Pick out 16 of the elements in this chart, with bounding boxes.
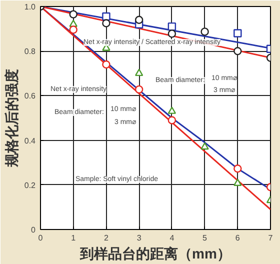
y-axis-title: 规格化后的强度 <box>3 69 20 168</box>
y-tick-label: 0 <box>31 226 36 234</box>
y-tick-label: 1.0 <box>24 2 36 12</box>
y-tick-label: 0.4 <box>24 136 36 146</box>
x-tick-label: 6 <box>235 234 240 242</box>
x-tick-label: 1 <box>71 234 76 242</box>
y-tick-label: 0.2 <box>24 180 36 190</box>
x-tick-label: 7 <box>268 234 274 242</box>
x-axis-title: 到样品台的距离（mm） <box>79 246 231 262</box>
x-tick-label: 2 <box>104 234 109 242</box>
x-tick-label: 4 <box>170 234 175 242</box>
x-tick-label: 3 <box>136 234 142 242</box>
x-tick-label: 0 <box>38 234 44 242</box>
y-tick-label: 0.6 <box>24 92 36 101</box>
x-tick-label: 5 <box>202 234 208 242</box>
y-tick-label: 0.8 <box>24 47 36 56</box>
